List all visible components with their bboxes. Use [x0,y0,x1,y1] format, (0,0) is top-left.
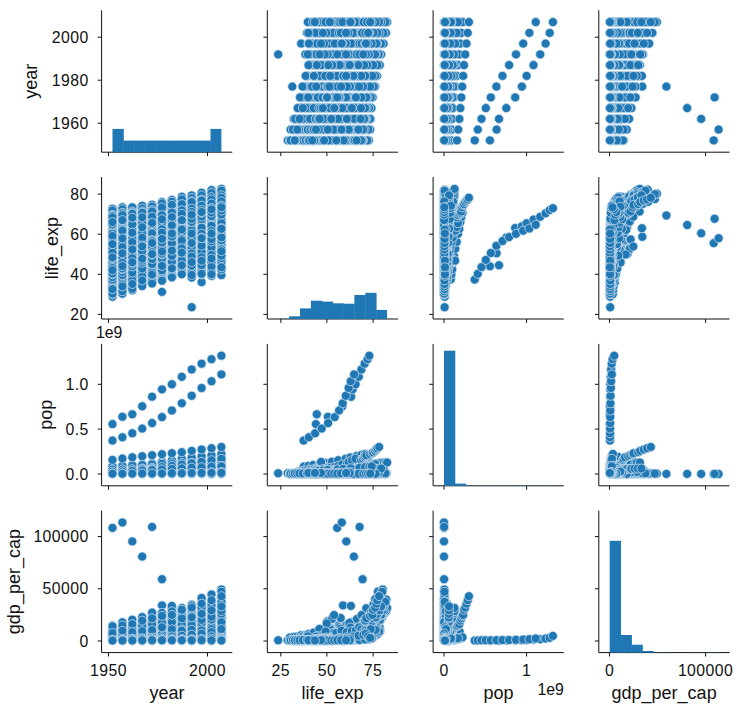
svg-text:100000: 100000 [678,662,733,679]
svg-text:1e9: 1e9 [96,324,123,341]
svg-text:1960: 1960 [52,115,89,132]
svg-text:1.0: 1.0 [65,376,88,393]
svg-text:gdp_per_cap: gdp_per_cap [612,683,717,704]
svg-text:1980: 1980 [52,72,89,89]
svg-text:pop: pop [483,683,513,703]
svg-text:80: 80 [70,186,88,203]
svg-text:1950: 1950 [90,662,127,679]
svg-text:year: year [149,683,184,703]
svg-text:2000: 2000 [189,662,226,679]
svg-text:gdp_per_cap: gdp_per_cap [5,529,26,634]
svg-text:50000: 50000 [43,580,89,597]
svg-text:life_exp: life_exp [302,683,364,704]
svg-text:2000: 2000 [52,29,89,46]
svg-text:100000: 100000 [33,528,88,545]
svg-text:year: year [22,64,42,99]
svg-text:life_exp: life_exp [42,217,63,279]
svg-text:20: 20 [70,306,88,323]
svg-text:60: 60 [70,226,88,243]
svg-text:0: 0 [605,662,614,679]
svg-text:0: 0 [439,662,448,679]
svg-text:0.5: 0.5 [65,421,88,438]
svg-text:1: 1 [522,662,531,679]
svg-text:0.0: 0.0 [65,466,88,483]
svg-text:1e9: 1e9 [537,681,564,698]
svg-text:pop: pop [36,400,56,430]
svg-text:0: 0 [80,633,89,650]
svg-text:25: 25 [272,662,290,679]
svg-text:50: 50 [318,662,336,679]
svg-text:40: 40 [70,266,88,283]
svg-text:75: 75 [364,662,382,679]
